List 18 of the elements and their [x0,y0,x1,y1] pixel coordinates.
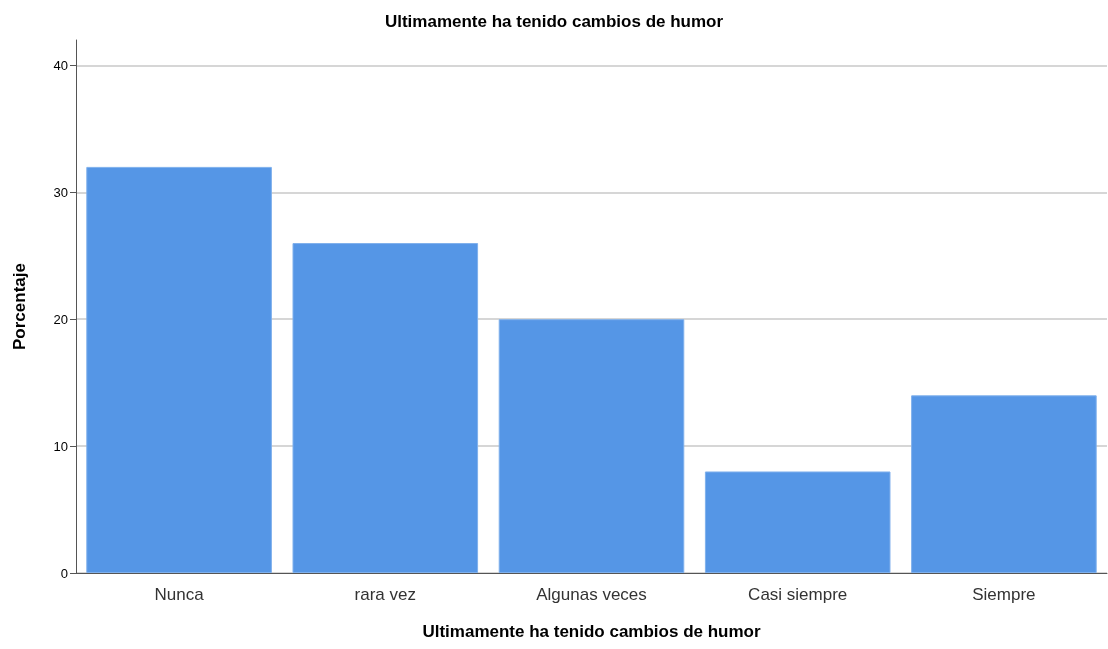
bar [911,395,1097,573]
y-tick-label: 30 [53,184,68,200]
y-tick-label: 0 [60,565,68,581]
bar [498,319,685,573]
x-tick-label: Siempre [972,585,1036,604]
y-axis-title: Porcentaje [10,263,29,350]
bar [704,471,891,573]
y-tick-label: 20 [53,311,68,327]
x-tick-label: Casi siempre [748,585,848,604]
y-tick-label: 40 [53,57,68,73]
x-tick-label: Algunas veces [536,585,647,604]
y-tick-label: 10 [53,438,68,454]
bar [292,243,479,573]
chart-title: Ultimamente ha tenido cambios de humor [384,12,724,31]
x-axis-title: Ultimamente ha tenido cambios de humor [422,622,761,641]
x-tick-label: Nunca [154,585,205,604]
x-tick-label: rara vez [354,585,417,604]
bar [86,166,272,573]
